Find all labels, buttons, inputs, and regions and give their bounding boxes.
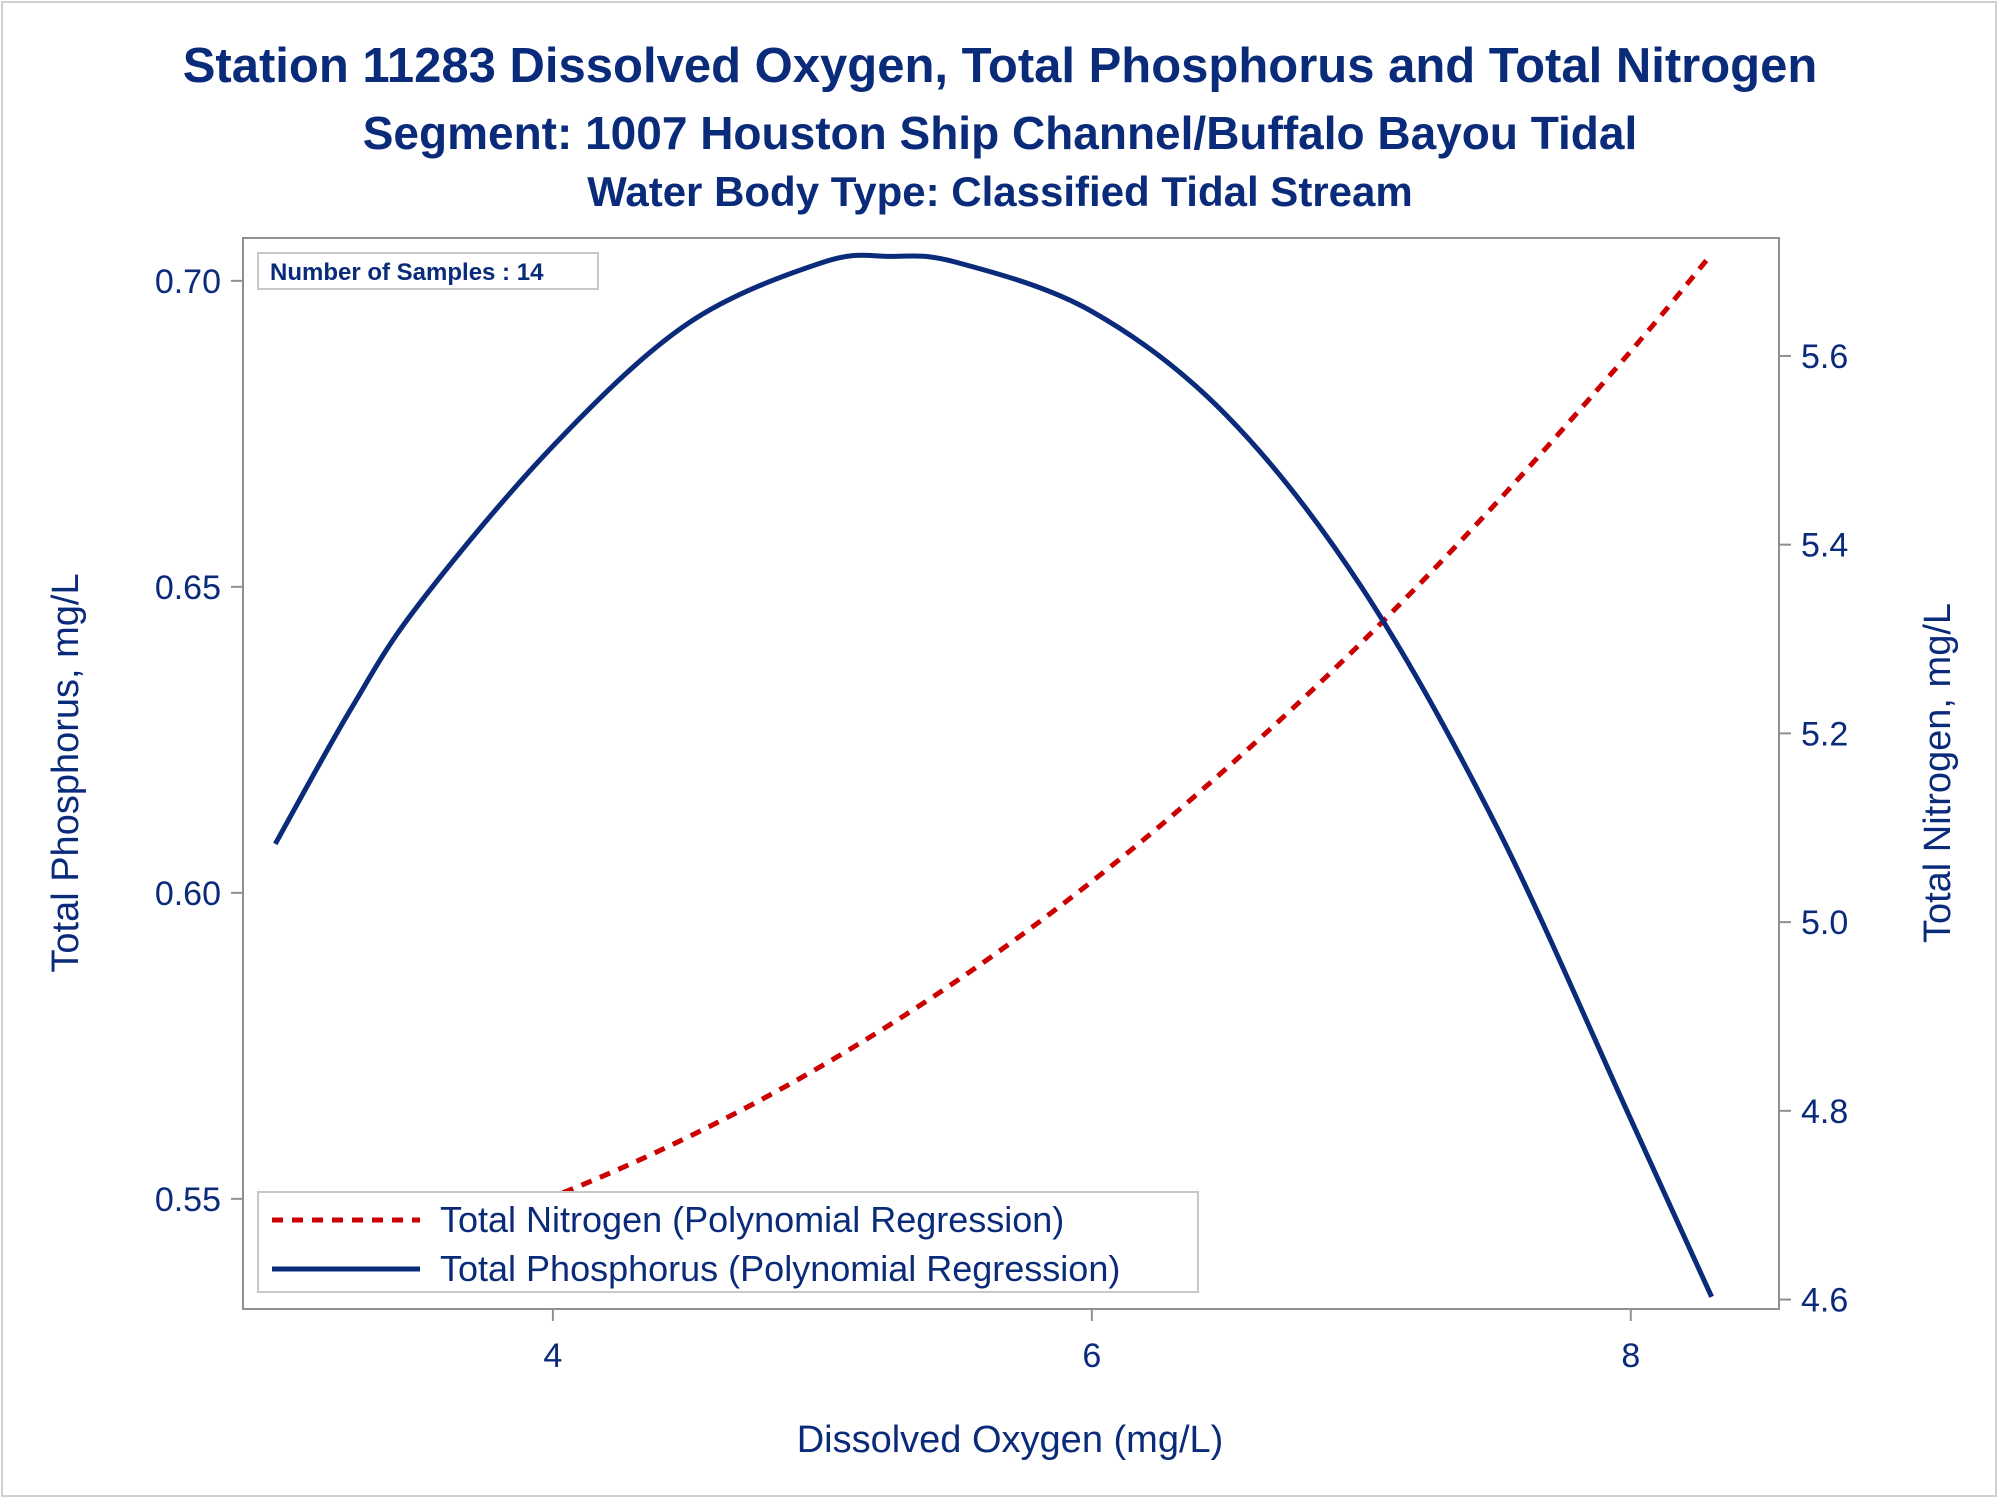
y-left-tick-label: 0.65 [155,569,221,607]
y-axis-left: 0.55 0.60 0.65 0.70 [155,263,243,1219]
legend-nitrogen-label: Total Nitrogen (Polynomial Regression) [440,1199,1064,1240]
y-axis-right: 4.6 4.8 5.0 5.2 5.4 5.6 [1779,338,1848,1320]
x-tick-label: 6 [1082,1337,1101,1375]
y-left-tick-label: 0.55 [155,1181,221,1219]
y-right-tick-label: 5.0 [1801,904,1848,942]
x-tick-label: 4 [543,1337,562,1375]
y-right-tick-label: 4.8 [1801,1093,1848,1131]
x-axis-label: Dissolved Oxygen (mg/L) [797,1419,1224,1461]
y-right-tick-label: 4.6 [1801,1282,1848,1320]
series-layer [273,252,1714,1298]
y-left-tick-label: 0.60 [155,875,221,913]
y-left-tick-label: 0.70 [155,263,221,301]
legend-phosphorus-label: Total Phosphorus (Polynomial Regression) [440,1248,1120,1289]
nitrogen-series-line [274,252,1714,1279]
sample-count-label: Number of Samples : 14 [270,259,544,286]
x-axis: 4 6 8 [543,1309,1640,1375]
x-tick-label: 8 [1621,1337,1640,1375]
chart-subtitle-2: Water Body Type: Classified Tidal Stream [587,168,1413,215]
legend: Total Nitrogen (Polynomial Regression) T… [257,1191,1199,1293]
y-right-tick-label: 5.2 [1801,715,1848,753]
chart-title: Station 11283 Dissolved Oxygen, Total Ph… [182,39,1818,93]
y-axis-left-label: Total Phosphorus, mg/L [45,573,87,972]
sample-count-box: Number of Samples : 14 [257,252,599,290]
phosphorus-series-line [273,252,1714,1298]
y-axis-right-label: Total Nitrogen, mg/L [1917,603,1959,943]
plot-area [242,237,1780,1310]
chart-subtitle: Segment: 1007 Houston Ship Channel/Buffa… [362,107,1638,159]
legend-box [257,1191,1199,1293]
y-right-tick-label: 5.4 [1801,527,1848,565]
y-right-tick-label: 5.6 [1801,338,1848,376]
